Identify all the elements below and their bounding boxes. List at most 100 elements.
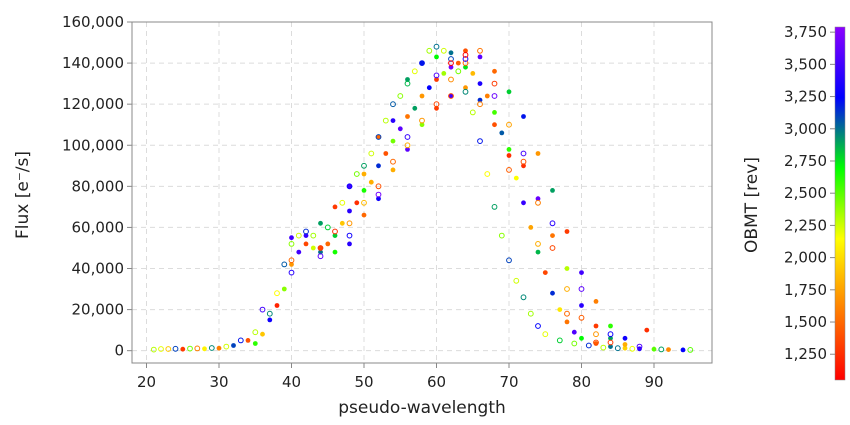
colorbar-tick-label: 2,250 <box>784 216 827 234</box>
data-point-filled <box>564 266 570 271</box>
data-point-filled <box>593 323 599 329</box>
data-point-open <box>361 162 367 169</box>
data-point-filled <box>608 335 613 341</box>
y-tick-label: 140,000 <box>62 54 124 72</box>
data-point-filled <box>477 81 483 86</box>
data-point-filled <box>397 126 403 132</box>
data-point-filled <box>368 179 374 185</box>
data-point-filled <box>535 196 541 202</box>
data-point-filled <box>419 60 425 66</box>
data-point-open <box>397 93 404 99</box>
data-point-filled <box>542 270 548 275</box>
data-point-open <box>339 199 346 206</box>
data-point-filled <box>202 346 207 352</box>
data-point-filled <box>470 71 476 76</box>
data-point-open <box>237 337 244 344</box>
data-point-filled <box>550 188 555 193</box>
data-point-filled <box>332 204 338 210</box>
data-point-open <box>535 199 541 206</box>
data-point-open <box>317 253 324 260</box>
data-point-open <box>578 314 585 321</box>
data-point-open <box>390 158 396 165</box>
data-point-open <box>324 224 331 231</box>
data-point-filled <box>644 327 650 333</box>
data-point-filled <box>296 249 302 255</box>
data-point-filled <box>376 163 381 169</box>
data-point-open <box>165 346 172 352</box>
data-point-filled <box>376 134 381 140</box>
data-point-filled <box>463 64 468 70</box>
data-point-filled <box>535 151 541 156</box>
data-point-filled <box>405 114 410 119</box>
data-point-filled <box>318 249 323 255</box>
data-point-filled <box>622 345 628 351</box>
data-point-open <box>520 158 527 165</box>
data-point-open <box>469 109 476 116</box>
data-point-open <box>346 183 353 190</box>
data-point-filled <box>332 249 338 255</box>
data-point-open <box>462 52 469 58</box>
data-point-filled <box>361 171 367 177</box>
data-point-open <box>607 339 614 346</box>
data-point-filled <box>492 122 497 128</box>
x-tick-label: 80 <box>572 373 591 391</box>
data-point-filled <box>289 235 294 241</box>
colorbar-tick-label: 3,750 <box>784 23 827 41</box>
data-point-filled <box>412 105 418 111</box>
data-point-open <box>208 345 215 351</box>
data-point-filled <box>484 93 490 99</box>
data-point-filled <box>506 153 512 158</box>
data-point-open <box>404 80 411 87</box>
data-point-filled <box>419 122 425 128</box>
data-point-open <box>252 329 259 336</box>
data-point-open <box>440 47 447 54</box>
data-point-filled <box>303 241 309 247</box>
data-point-open <box>375 183 382 190</box>
data-point-open <box>382 117 389 124</box>
data-point-open <box>477 101 483 108</box>
data-point-filled <box>506 147 512 152</box>
plot-frame <box>131 21 713 364</box>
y-tick-label: 120,000 <box>62 95 124 113</box>
data-point-open <box>513 277 520 284</box>
data-point-filled <box>419 93 425 99</box>
y-axis-ticks: 0 20,000 40,000 60,000 80,000 100,000 120,000 1… <box>62 13 132 360</box>
data-point-open <box>411 68 418 75</box>
data-point-filled <box>281 286 287 292</box>
data-point-open <box>187 345 193 352</box>
y-tick-label: 20,000 <box>72 301 125 319</box>
data-point-open <box>346 220 353 227</box>
colorbar-tick-label: 1,250 <box>784 345 827 363</box>
data-point-filled <box>608 323 613 329</box>
data-point-open <box>419 60 425 66</box>
data-point-filled <box>579 303 584 308</box>
data-point-filled <box>463 48 468 54</box>
data-point-filled <box>528 225 534 230</box>
data-point-filled <box>289 262 294 267</box>
data-point-filled <box>448 64 454 70</box>
data-point-filled <box>390 118 396 123</box>
data-point-open <box>491 80 498 87</box>
data-point-open <box>448 60 454 66</box>
data-point-open <box>506 257 512 264</box>
data-point-open <box>448 93 454 99</box>
data-point-open <box>172 345 179 352</box>
data-point-open <box>281 261 288 268</box>
data-point-open <box>448 76 454 83</box>
data-point-filled <box>180 346 186 352</box>
data-point-filled <box>339 220 345 226</box>
colorbar <box>834 26 846 381</box>
data-point-filled <box>622 335 628 341</box>
data-point-open <box>332 228 338 235</box>
y-tick-label: 0 <box>114 342 124 360</box>
data-point-filled <box>260 331 265 337</box>
data-point-open <box>274 290 280 297</box>
data-point-open <box>404 134 411 140</box>
data-point-filled <box>622 342 628 347</box>
data-point-filled <box>441 71 447 76</box>
data-point-open <box>542 331 549 338</box>
scatter-points <box>150 43 694 353</box>
data-point-filled <box>463 85 468 91</box>
data-point-open <box>259 306 266 313</box>
